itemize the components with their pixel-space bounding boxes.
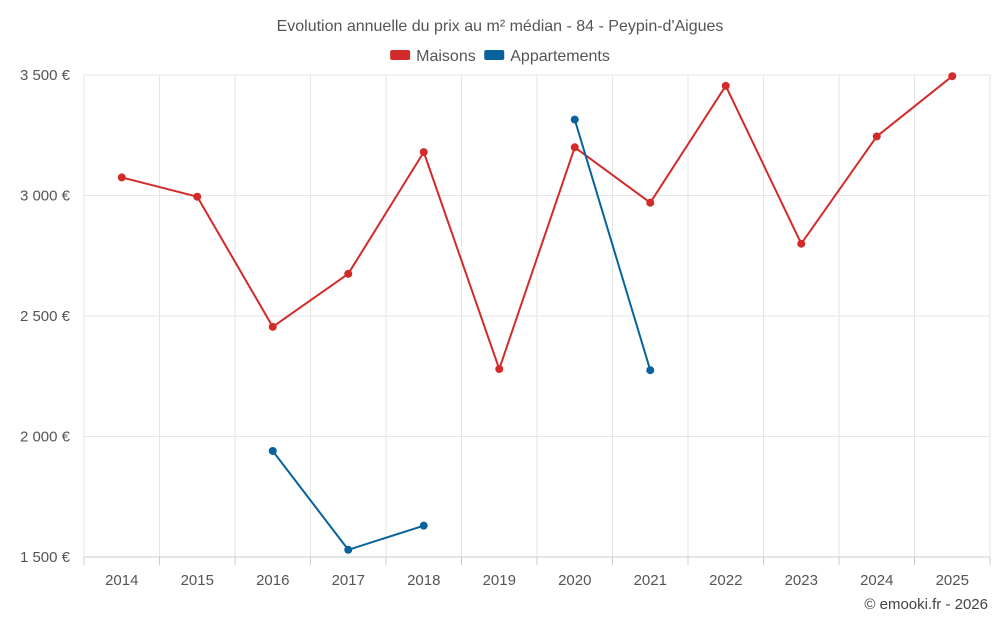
y-tick-label: 3 500 € (20, 67, 71, 84)
x-tick-label: 2023 (785, 572, 818, 589)
x-tick-label: 2017 (332, 572, 365, 589)
data-point[interactable] (570, 115, 579, 124)
data-point[interactable] (721, 81, 730, 90)
y-tick-label: 3 000 € (20, 188, 71, 205)
x-tick-label: 2016 (256, 572, 289, 589)
data-point[interactable] (646, 366, 655, 375)
data-point[interactable] (268, 322, 277, 331)
data-point[interactable] (268, 446, 277, 455)
data-point[interactable] (948, 72, 957, 81)
legend-item-appartements[interactable]: Appartements (484, 48, 610, 65)
legend: Maisons Appartements (390, 48, 610, 65)
x-tick-label: 2019 (483, 572, 516, 589)
x-tick-label: 2018 (407, 572, 440, 589)
series (117, 72, 957, 554)
series-line (573, 119, 652, 371)
x-tick-label: 2021 (634, 572, 667, 589)
legend-label: Appartements (510, 48, 610, 65)
axes: 1 500 € 2 000 € 2 500 € 3 000 € 3 500 € 2014 2… (20, 67, 991, 589)
x-tick-label: 2020 (558, 572, 591, 589)
legend-swatch (390, 50, 411, 60)
y-tick-label: 2 500 € (20, 308, 71, 325)
data-point[interactable] (419, 148, 428, 157)
x-tick-label: 2024 (860, 572, 893, 589)
legend-label: Maisons (416, 48, 476, 65)
data-point[interactable] (193, 192, 202, 201)
series-appartements (268, 115, 655, 554)
data-point[interactable] (570, 143, 579, 152)
data-point[interactable] (872, 132, 881, 141)
series-line (271, 450, 425, 551)
credit-text: © emooki.fr - 2026 (864, 596, 988, 613)
y-tick-label: 1 500 € (20, 549, 71, 566)
series-maisons (117, 72, 957, 374)
x-tick-label: 2022 (709, 572, 742, 589)
data-point[interactable] (495, 365, 504, 374)
data-point[interactable] (117, 173, 126, 182)
x-tick-label: 2025 (936, 572, 969, 589)
data-point[interactable] (646, 198, 655, 207)
data-point[interactable] (419, 521, 428, 530)
grid (83, 74, 991, 558)
legend-item-maisons[interactable]: Maisons (390, 48, 476, 65)
data-point[interactable] (344, 545, 353, 554)
chart-title: Evolution annuelle du prix au m² médian … (277, 18, 724, 35)
y-tick-label: 2 000 € (20, 429, 71, 446)
x-tick-label: 2015 (181, 572, 214, 589)
legend-swatch (484, 50, 505, 60)
series-line (121, 75, 953, 371)
data-point[interactable] (797, 239, 806, 248)
data-point[interactable] (344, 269, 353, 278)
x-tick-label: 2014 (105, 572, 138, 589)
